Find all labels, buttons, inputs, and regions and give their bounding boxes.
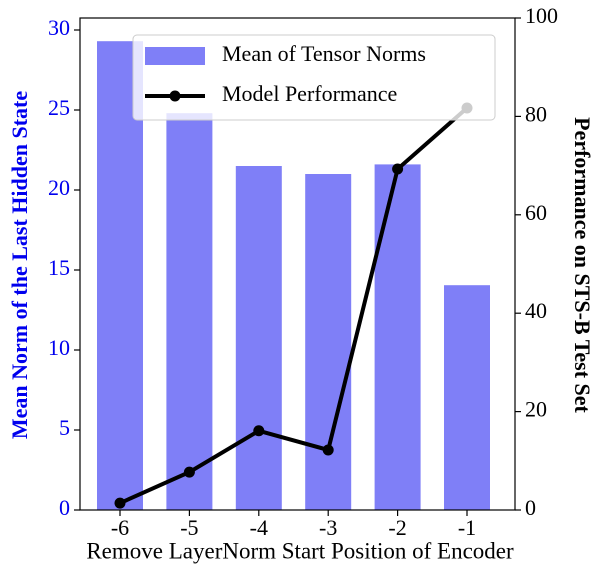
bar: [374, 164, 421, 510]
y2-tick-label: 60: [525, 200, 547, 225]
bar: [305, 174, 352, 510]
marker: [114, 497, 126, 509]
y-tick-label: 0: [59, 495, 70, 520]
x-tick-label: -2: [388, 515, 406, 540]
y2-tick-label: 20: [525, 397, 547, 422]
plot-frame: [79, 17, 516, 511]
x-tick-label: -3: [319, 515, 337, 540]
y2-tick-label: 80: [525, 101, 547, 126]
y-tick-label: 30: [48, 15, 70, 40]
y-axis-label: Mean Norm of the Last Hidden State: [7, 91, 32, 440]
y-tick-label: 10: [48, 335, 70, 360]
x-axis-label: Remove LayerNorm Start Position of Encod…: [86, 538, 514, 563]
marker: [392, 163, 404, 175]
marker: [322, 444, 334, 456]
legend-swatch: [145, 47, 205, 65]
marker: [183, 466, 195, 478]
bar: [444, 285, 490, 510]
y2-tick-label: 0: [525, 495, 536, 520]
y2-tick-label: 100: [525, 3, 558, 28]
marker: [253, 425, 265, 437]
y-tick-label: 25: [48, 95, 70, 120]
legend-label: Mean of Tensor Norms: [222, 41, 426, 66]
y-tick-label: 5: [59, 415, 70, 440]
line: [119, 106, 469, 505]
x-tick-label: -6: [111, 515, 129, 540]
x-tick-label: -1: [458, 515, 476, 540]
y2-axis-label: Performance on STS-B Test Set: [570, 117, 595, 413]
legend-swatch: [169, 90, 181, 102]
x-tick-label: -4: [250, 515, 268, 540]
y-tick-label: 15: [48, 255, 70, 280]
y2-tick-label: 40: [525, 298, 547, 323]
legend-label: Model Performance: [222, 81, 397, 106]
bar: [166, 113, 213, 510]
legend-box: [132, 34, 496, 121]
bar: [235, 166, 282, 510]
y-tick-label: 20: [48, 175, 70, 200]
x-tick-label: -5: [180, 515, 198, 540]
